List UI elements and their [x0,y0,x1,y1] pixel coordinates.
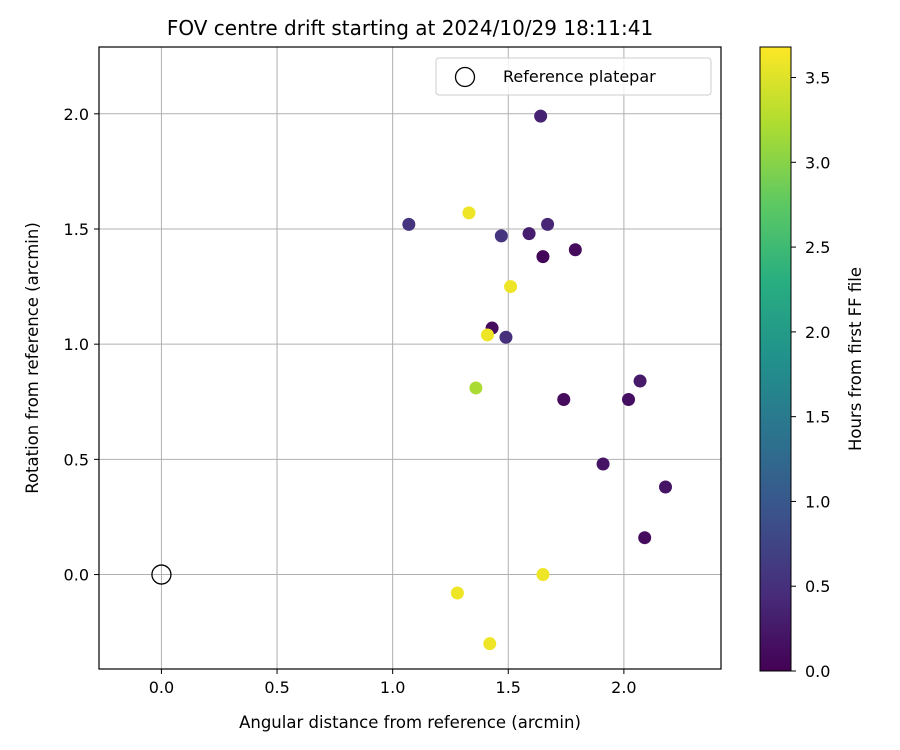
colorbar-tick-label: 2.0 [805,323,830,342]
reference-point [151,564,172,585]
x-tick-label: 1.5 [496,678,521,697]
y-tick-label: 2.0 [64,105,89,124]
y-tick-label: 1.0 [64,335,89,354]
colorbar-gradient [759,46,792,672]
colorbar-tick-label: 1.0 [805,492,830,511]
plot-frame [98,46,722,670]
data-point [534,109,548,123]
data-point [402,217,416,231]
data-point [622,392,636,406]
y-tick-label: 0.0 [64,566,89,585]
data-point [568,243,582,257]
axis-ticks: 0.0 0.5 1.0 1.5 2.0 0.0 0.5 1.0 1.5 2.0 [64,105,637,697]
legend: Reference platepar [435,57,712,96]
colorbar-tick-label: 3.5 [805,69,830,88]
data-point [499,330,513,344]
data-point [522,227,536,241]
data-point [659,480,673,494]
colorbar-tick-label: 0.0 [805,662,830,681]
data-point [480,328,494,342]
y-axis-label: Rotation from reference (arcmin) [23,222,42,494]
data-point [462,206,476,220]
legend-box [435,57,712,96]
legend-reference-label: Reference platepar [503,67,656,86]
data-point [596,457,610,471]
chart-title: FOV centre drift starting at 2024/10/29 … [167,16,653,40]
x-tick-label: 0.0 [149,678,174,697]
data-point [494,229,508,243]
data-point [541,217,555,231]
colorbar-tick-label: 3.0 [805,153,830,172]
colorbar-tick-label: 0.5 [805,577,830,596]
colorbar-ticks: 0.0 0.5 1.0 1.5 2.0 2.5 3.0 3.5 [791,69,830,681]
x-tick-label: 2.0 [611,678,636,697]
data-point [536,250,550,264]
data-points [151,109,673,651]
data-point [450,586,464,600]
data-point [633,374,647,388]
x-tick-label: 0.5 [264,678,289,697]
data-point [638,531,652,545]
colorbar: 0.0 0.5 1.0 1.5 2.0 2.5 3.0 3.5 Hours from firs… [759,46,865,681]
data-point [557,392,571,406]
y-tick-label: 1.5 [64,220,89,239]
x-axis-label: Angular distance from reference (arcmin) [239,713,581,732]
colorbar-tick-label: 2.5 [805,238,830,257]
data-point [504,280,518,294]
data-point [536,568,550,582]
colorbar-tick-label: 1.5 [805,408,830,427]
x-tick-label: 1.0 [380,678,405,697]
colorbar-label: Hours from first FF file [846,267,865,451]
y-tick-label: 0.5 [64,450,89,469]
grid [99,47,721,669]
data-point [483,637,497,651]
data-point [469,381,483,395]
legend-reference-marker [454,66,476,88]
